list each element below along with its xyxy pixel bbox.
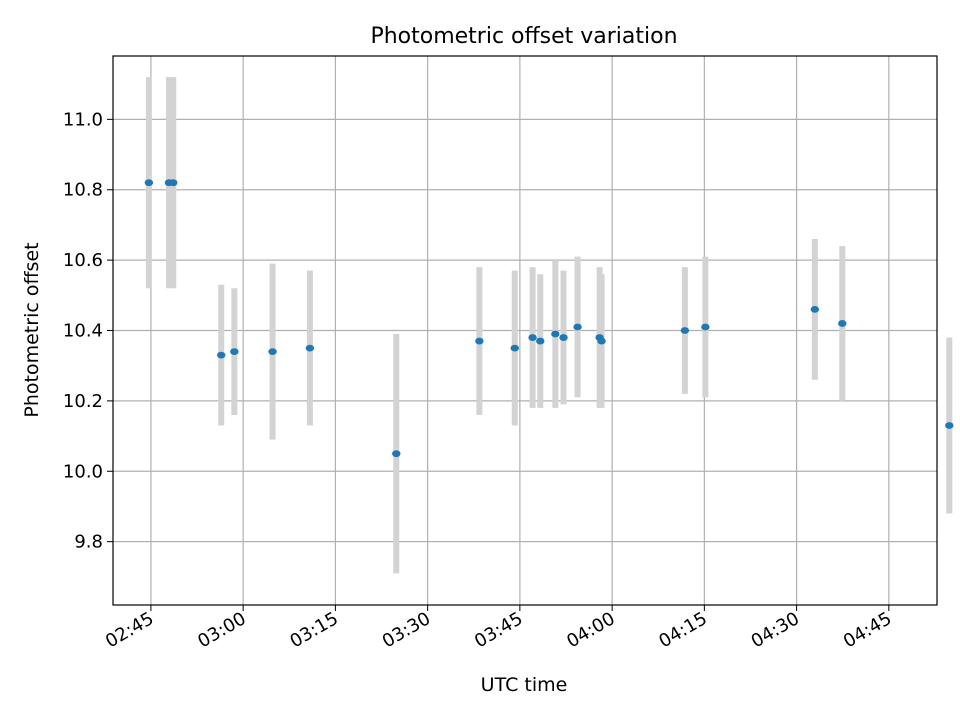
data-point (551, 330, 560, 338)
data-point (510, 344, 519, 352)
data-point (701, 323, 710, 331)
data-point (810, 305, 820, 313)
y-tick-label: 11.0 (63, 109, 103, 130)
data-point (680, 327, 690, 334)
data-point (169, 179, 178, 187)
x-tick-label: 04:15 (655, 608, 710, 652)
chart-title: Photometric offset variation (370, 24, 677, 49)
data-point (268, 348, 277, 356)
y-tick-label: 10.2 (63, 391, 103, 412)
data-points (144, 179, 954, 458)
x-tick-label: 03:30 (379, 608, 434, 652)
data-point (305, 344, 315, 352)
data-point (945, 422, 954, 429)
grid (113, 56, 937, 605)
y-ticks: 9.8 10.0 10.2 10.4 10.6 10.8 11.0 (63, 109, 113, 553)
x-tick-label: 04:00 (563, 608, 618, 652)
x-ticks: 02:45 03:00 03:15 03:30 03:45 04:00 04:15 04:30… (102, 605, 895, 652)
data-point (559, 334, 568, 341)
data-point (528, 334, 537, 341)
x-tick-label: 03:45 (471, 608, 526, 652)
data-point (392, 450, 401, 458)
x-tick-label: 03:00 (194, 608, 249, 652)
data-point (536, 337, 545, 345)
x-axis-label: UTC time (481, 674, 568, 696)
x-tick-label: 03:15 (286, 608, 341, 652)
y-tick-label: 10.4 (63, 321, 103, 342)
data-point (217, 351, 226, 359)
y-tick-label: 10.0 (63, 461, 103, 482)
data-point (573, 323, 582, 331)
x-tick-label: 04:45 (840, 608, 895, 652)
data-point (597, 337, 606, 345)
y-tick-label: 10.8 (63, 180, 103, 201)
y-tick-label: 9.8 (74, 532, 103, 553)
data-point (230, 348, 239, 356)
error-bars (145, 77, 953, 574)
data-point (838, 320, 847, 327)
x-tick-label: 02:45 (102, 608, 157, 652)
data-point (475, 337, 484, 345)
data-point (144, 179, 154, 187)
x-tick-label: 04:30 (748, 608, 803, 652)
y-tick-label: 10.6 (63, 250, 103, 271)
y-axis-label: Photometric offset (21, 242, 43, 417)
